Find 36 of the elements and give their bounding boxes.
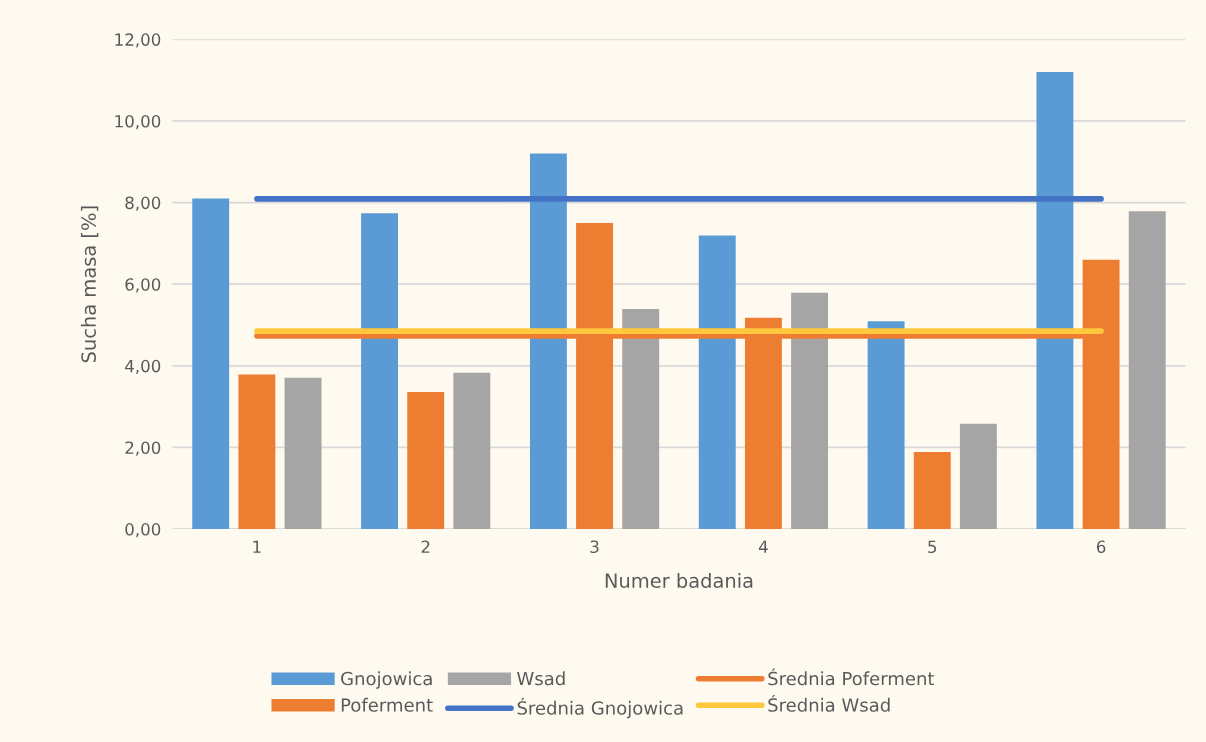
x-axis-title: Numer badania: [605, 572, 753, 589]
bar: [284, 377, 322, 530]
legend-label: Gnojowica: [341, 671, 432, 689]
bar: [1128, 211, 1166, 530]
x-tick-label: 2: [421, 540, 430, 553]
legend-label: Średnia Wsad: [768, 694, 890, 712]
legend-label: Poferment: [341, 697, 433, 712]
bar: [913, 451, 951, 530]
y-axis-title: Sucha masa [%]: [80, 206, 99, 363]
legend-label: Średnia Poferment: [768, 668, 935, 686]
bar: [361, 213, 399, 530]
y-tick-label: 2,00: [125, 441, 161, 456]
x-tick-label: 6: [1096, 540, 1106, 554]
legend-label: Średnia Gnojowica: [517, 697, 683, 719]
x-tick-label: 5: [928, 540, 937, 554]
y-tick-label: 8,00: [125, 196, 161, 211]
y-tick-label: 12,00: [115, 33, 161, 48]
bar: [529, 153, 567, 530]
x-tick-label: 4: [758, 540, 768, 553]
y-tick-label: 0,00: [125, 523, 161, 538]
y-tick-label: 6,00: [125, 278, 161, 293]
bar: [192, 198, 230, 530]
bar: [867, 321, 905, 530]
x-tick-label: 1: [253, 540, 261, 553]
bar: [959, 423, 997, 530]
legend-label: Wsad: [517, 671, 565, 686]
bar: [453, 372, 491, 530]
bar: [1036, 71, 1074, 530]
y-tick-label: 4,00: [125, 359, 161, 375]
bar: [791, 292, 829, 530]
y-tick-label: 10,00: [115, 114, 161, 130]
bar: [238, 374, 276, 530]
x-tick-label: 3: [590, 540, 599, 554]
bar: [407, 391, 445, 530]
bar: [698, 235, 736, 530]
bar: [622, 309, 660, 530]
